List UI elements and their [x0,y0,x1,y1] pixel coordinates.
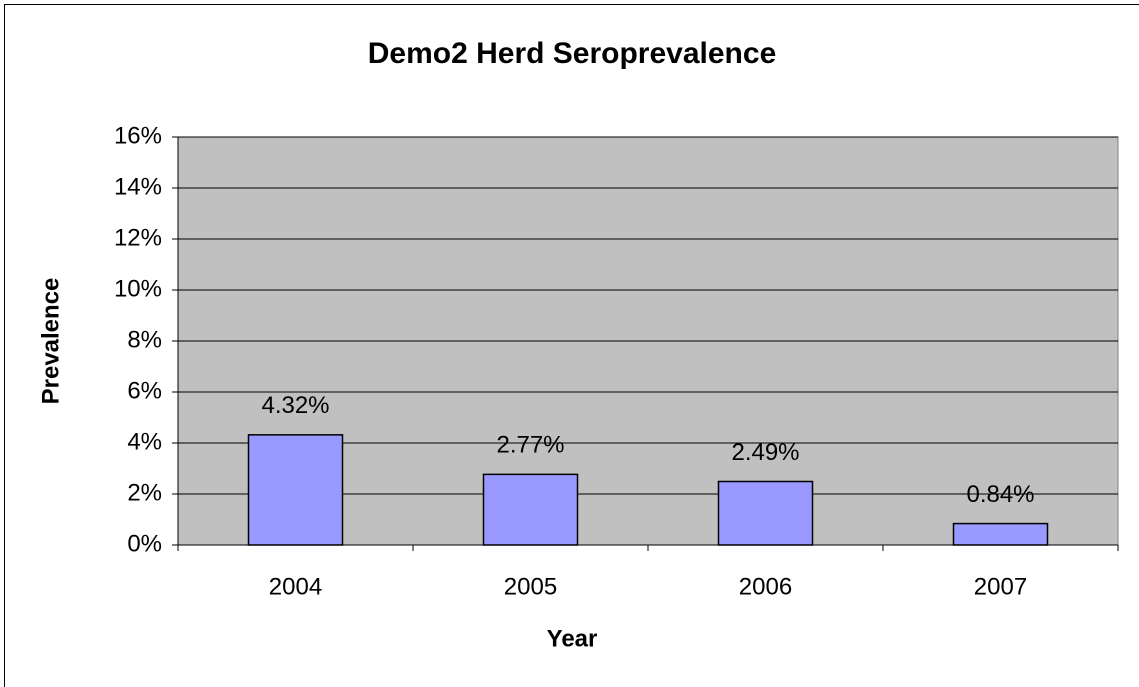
x-tick-label: 2007 [974,573,1027,600]
bar [717,480,814,546]
data-label: 2.49% [731,439,799,466]
data-label: 2.77% [496,432,564,459]
y-tick-label: 16% [114,122,162,149]
x-axis-label: Year [547,625,598,652]
y-tick-label: 10% [114,275,162,302]
x-tick-label: 2004 [269,573,322,600]
data-label: 4.32% [261,392,329,419]
bar [247,434,344,546]
chart-title: Demo2 Herd Seroprevalence [368,37,777,70]
y-tick-label: 6% [127,377,162,404]
data-label: 0.84% [966,481,1034,508]
bar [482,473,579,546]
bar [952,522,1049,546]
y-tick-label: 2% [127,479,162,506]
y-tick-label: 12% [114,224,162,251]
y-tick-label: 14% [114,173,162,200]
x-tick-label: 2005 [504,573,557,600]
y-tick-label: 8% [127,326,162,353]
x-tick-label: 2006 [739,573,792,600]
y-tick-label: 0% [127,530,162,557]
y-tick-label: 4% [127,428,162,455]
y-axis-label: Prevalence [37,278,64,405]
